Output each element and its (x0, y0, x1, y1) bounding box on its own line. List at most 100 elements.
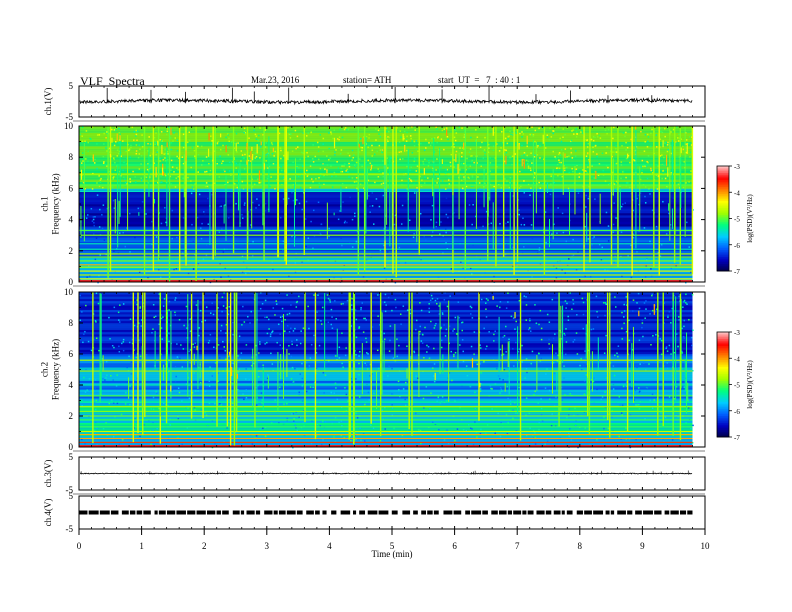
spectrogram-speckle (216, 162, 218, 165)
spectrogram-band (79, 387, 693, 390)
spectrogram-speckle (270, 422, 273, 424)
spectrogram-speckle (524, 377, 526, 379)
spectrogram-speckle (532, 429, 535, 432)
spectrogram-speckle (432, 375, 435, 377)
spectrogram-speckle (488, 331, 490, 333)
spectrogram-speckle (328, 132, 330, 134)
spectrogram-speckle (266, 316, 268, 318)
spectrogram-speckle (379, 251, 382, 253)
spectrogram-speckle (585, 194, 587, 197)
spectrogram-speckle (168, 332, 171, 335)
sferic-streak (184, 126, 186, 257)
spectrogram-speckle (227, 313, 230, 316)
spectrogram-speckle (449, 161, 452, 164)
spectrogram-speckle (155, 236, 158, 238)
sferic-streak (193, 353, 195, 365)
spectrogram-speckle (272, 307, 275, 309)
spectrogram-speckle (438, 305, 440, 307)
colorbar-step (717, 400, 729, 403)
spectrogram-speckle (620, 161, 623, 163)
spectrogram-speckle (261, 302, 264, 305)
spectrogram-speckle (384, 293, 387, 296)
sferic-streak (658, 126, 660, 276)
spectrogram-speckle (475, 129, 477, 131)
sferic-burst (231, 367, 233, 376)
ch4-signal-segment (306, 510, 314, 515)
spectrogram-speckle (161, 181, 163, 183)
spectrogram-speckle (272, 163, 275, 165)
spectrogram-speckle (135, 356, 138, 359)
spectrogram-speckle (507, 292, 509, 294)
spectrogram-speckle (85, 130, 88, 132)
spectrogram-speckle (367, 159, 369, 162)
colorbar-tick-label: -4 (734, 355, 740, 363)
spectrogram-speckle (533, 393, 535, 396)
spectrogram-speckle (622, 170, 625, 173)
spectrogram-speckle (133, 324, 136, 327)
spectrogram-speckle (566, 416, 568, 419)
spectrogram-speckle (642, 362, 645, 364)
spectrogram-speckle (689, 379, 692, 382)
spectrogram-speckle (298, 394, 300, 396)
spectrogram-speckle (633, 159, 636, 162)
spectrogram-speckle (650, 344, 652, 346)
spectrogram-speckle (613, 126, 615, 129)
spectrogram-speckle (660, 243, 663, 246)
spectrogram-speckle (472, 203, 474, 206)
spectrogram-speckle (501, 130, 503, 133)
narrowband-line (79, 164, 693, 166)
spectrogram-speckle (442, 252, 444, 254)
spectrogram-band (79, 351, 693, 355)
spectrogram-speckle (417, 150, 419, 152)
spectrogram-speckle (643, 227, 646, 229)
spectrogram-speckle (660, 339, 663, 342)
spectrogram-speckle (443, 439, 446, 441)
spectrogram-speckle (596, 438, 598, 441)
spectrogram-speckle (544, 180, 547, 183)
spectrogram-speckle (437, 136, 440, 138)
sferic-burst (170, 385, 172, 392)
spectrogram-speckle (324, 168, 326, 170)
sferic-streak (560, 305, 562, 413)
spectrogram-speckle (688, 246, 690, 248)
spectrogram-speckle (193, 188, 195, 190)
spectrogram-speckle (590, 138, 593, 141)
spectrogram-speckle (262, 134, 264, 136)
spectrogram-speckle (364, 362, 366, 364)
y-tick-label: 2 (69, 411, 74, 421)
spectrogram-speckle (525, 434, 528, 437)
sferic-burst (595, 170, 597, 180)
colorbar-step (717, 206, 729, 209)
spectrogram-speckle (549, 193, 552, 196)
spectrogram-speckle (397, 380, 400, 383)
sferic-streak (202, 292, 204, 419)
sferic-streak (195, 126, 197, 282)
spectrogram-speckle (197, 263, 200, 265)
spectrogram-speckle (472, 244, 474, 246)
sferic-streak (187, 294, 189, 397)
colorbar-step (717, 333, 729, 336)
colorbar-step (717, 405, 729, 408)
spectrogram-speckle (255, 434, 258, 437)
spectrogram-speckle (662, 169, 665, 172)
spectrogram-speckle (670, 152, 673, 155)
spectrogram-speckle (393, 223, 396, 226)
spectrogram-speckle (365, 136, 368, 138)
spectrogram-speckle (122, 169, 124, 172)
spectrogram-speckle (678, 156, 681, 158)
spectrogram-speckle (629, 161, 631, 164)
spectrogram-speckle (345, 186, 348, 189)
colorbar-step (717, 367, 729, 370)
spectrogram-speckle (260, 292, 262, 294)
spectrogram-speckle (514, 153, 517, 155)
spectrogram-speckle (165, 221, 167, 224)
spectrogram-speckle (507, 138, 509, 140)
spectrogram-speckle (665, 346, 668, 348)
spectrogram-speckle (118, 127, 120, 130)
spectrogram-speckle (471, 175, 474, 177)
spectrogram-speckle (428, 307, 430, 310)
spectrogram-speckle (81, 135, 83, 138)
spectrogram-speckle (538, 352, 540, 355)
spectrogram-speckle (219, 403, 221, 405)
spectrogram-band (79, 168, 693, 171)
